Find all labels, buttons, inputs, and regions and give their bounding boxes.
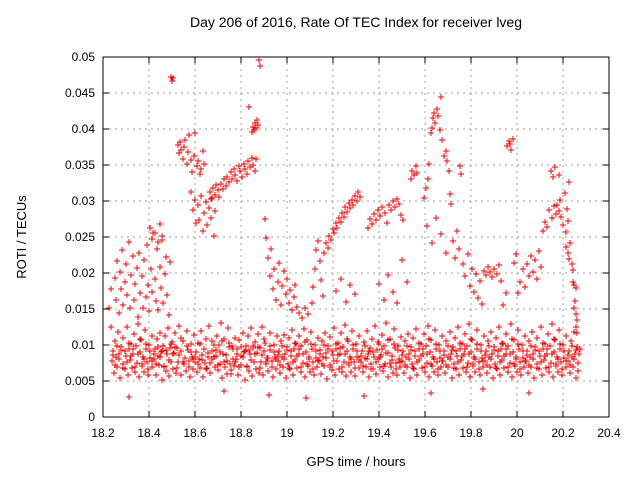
x-tick-label: 18.8: [229, 426, 253, 440]
y-tick-label: 0.005: [65, 374, 95, 388]
x-tick-label: 20.4: [597, 426, 621, 440]
x-tick-label: 18.6: [183, 426, 207, 440]
y-tick-label: 0.025: [65, 230, 95, 244]
x-tick-label: 19: [280, 426, 294, 440]
x-tick-label: 20: [510, 426, 524, 440]
y-tick-label: 0.04: [72, 122, 96, 136]
data-points: [106, 57, 583, 401]
y-tick-label: 0.03: [72, 194, 96, 208]
x-axis-title: GPS time / hours: [306, 454, 406, 469]
y-tick-label: 0.015: [65, 302, 95, 316]
y-tick-label: 0.02: [72, 266, 96, 280]
x-tick-label: 19.6: [413, 426, 437, 440]
y-tick-label: 0.05: [72, 50, 96, 64]
plot-border: [102, 56, 610, 418]
y-tick-label: 0.01: [72, 338, 96, 352]
y-tick-label: 0: [88, 410, 95, 424]
chart-title: Day 206 of 2016, Rate Of TEC Index for r…: [189, 14, 523, 30]
x-tick-label: 20.2: [551, 426, 575, 440]
y-tick-label: 0.035: [65, 158, 95, 172]
x-tick-label: 18.2: [91, 426, 115, 440]
x-tick-label: 19.8: [459, 426, 483, 440]
x-tick-label: 19.4: [367, 426, 391, 440]
x-tick-label: 19.2: [321, 426, 345, 440]
x-tick-label: 18.4: [137, 426, 161, 440]
y-tick-label: 0.045: [65, 86, 95, 100]
